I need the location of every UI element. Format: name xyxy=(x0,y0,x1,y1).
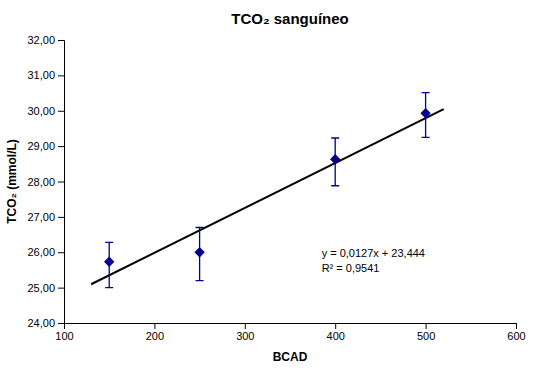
tick-mark xyxy=(58,323,64,324)
error-bar xyxy=(331,138,339,186)
error-bar xyxy=(105,242,113,287)
tick-label: 26,00 xyxy=(27,246,55,258)
x-axis-line xyxy=(65,324,517,330)
tick-mark xyxy=(58,75,64,76)
title: TCO₂ sanguíneo xyxy=(231,10,349,27)
tick: 27,00 xyxy=(27,211,64,223)
tick: 200 xyxy=(146,323,164,342)
error-bar xyxy=(196,227,204,280)
tick-label: 300 xyxy=(236,330,254,342)
tick-mark xyxy=(245,323,246,329)
data-point xyxy=(195,248,204,257)
tick-mark xyxy=(58,252,64,253)
tick-label: 32,00 xyxy=(27,34,55,46)
tick: 30,00 xyxy=(27,105,64,117)
tick-label: 200 xyxy=(146,330,164,342)
tick-label: 600 xyxy=(507,330,525,342)
tick: 500 xyxy=(417,323,435,342)
y-axis-line xyxy=(58,41,65,324)
error-bar xyxy=(422,93,430,138)
tick: 100 xyxy=(55,323,73,342)
data-point xyxy=(331,155,340,164)
tick-mark xyxy=(516,323,517,329)
tick-label: 500 xyxy=(417,330,435,342)
tick-mark xyxy=(335,323,336,329)
tick-mark xyxy=(58,217,64,218)
y-axis-title: TCO₂ (mmol/L) xyxy=(5,139,19,224)
y-axis: 24,00 25,00 26,00 27,00 28,00 29,00 30,00 31,00… xyxy=(27,34,64,329)
plot-area xyxy=(91,93,444,288)
tick: 32,00 xyxy=(27,34,64,46)
tick-mark xyxy=(58,182,64,183)
tick-label: 29,00 xyxy=(27,140,55,152)
tick: 600 xyxy=(507,323,525,342)
tick-mark xyxy=(58,111,64,112)
tick-label: 28,00 xyxy=(27,176,55,188)
tick-mark xyxy=(58,40,64,41)
tick-label: 24,00 xyxy=(27,317,55,329)
tick-mark xyxy=(58,288,64,289)
tick-label: 100 xyxy=(55,330,73,342)
data-point xyxy=(421,109,430,118)
tick-label: 31,00 xyxy=(27,69,55,81)
regression-line xyxy=(91,109,444,284)
tick: 31,00 xyxy=(27,69,64,81)
tick: 28,00 xyxy=(27,176,64,188)
tick-label: 27,00 xyxy=(27,211,55,223)
tick: 25,00 xyxy=(27,282,64,294)
tick: 24,00 xyxy=(27,317,64,329)
tick: 29,00 xyxy=(27,140,64,152)
tick: 26,00 xyxy=(27,246,64,258)
tick-label: 30,00 xyxy=(27,105,55,117)
annotation: R² = 0,9541 xyxy=(322,262,380,274)
tick-mark xyxy=(58,146,64,147)
tick-label: 400 xyxy=(327,330,345,342)
data-point xyxy=(105,257,114,266)
tick: 400 xyxy=(327,323,345,342)
tick: 300 xyxy=(236,323,254,342)
x-axis-title: BCAD xyxy=(273,350,308,364)
annotation: y = 0,0127x + 23,444 xyxy=(322,247,425,259)
x-axis: 100 200 300 400 500 600 xyxy=(55,323,525,342)
chart: 100 200 300 400 500 600 24,00 25,00 26,00 27,00 28… xyxy=(0,0,538,371)
tick-mark xyxy=(426,323,427,329)
tick-label: 25,00 xyxy=(27,282,55,294)
tick-mark xyxy=(154,323,155,329)
